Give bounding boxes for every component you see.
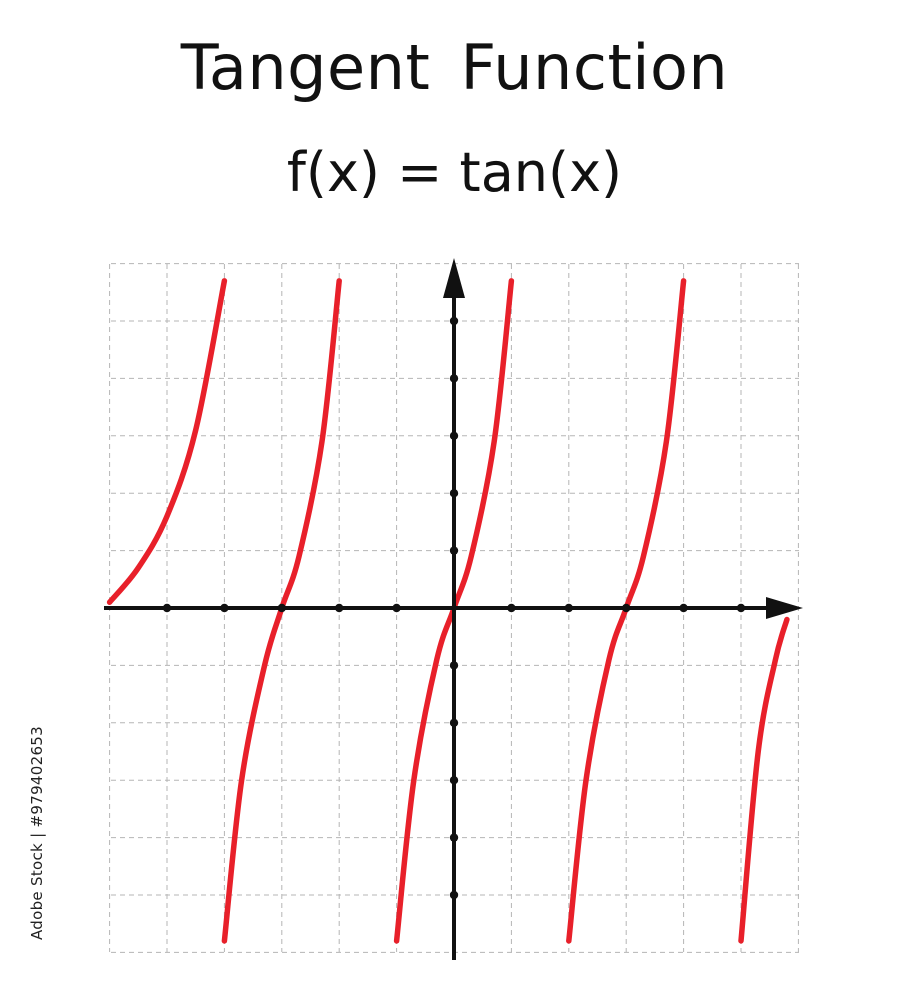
y-tick xyxy=(449,316,459,326)
x-tick xyxy=(622,603,631,613)
x-tick xyxy=(335,603,344,613)
axes xyxy=(104,258,803,960)
y-tick xyxy=(449,374,459,383)
x-tick xyxy=(564,603,573,613)
chart-title: Tangent Function xyxy=(180,31,729,104)
y-tick xyxy=(449,718,459,727)
y-tick xyxy=(449,890,459,900)
chart-formula: f(x) = tan(x) xyxy=(286,141,623,204)
y-tick xyxy=(449,546,459,555)
x-tick xyxy=(277,603,286,613)
tan-curve-branch-5 xyxy=(738,616,790,944)
x-tick xyxy=(679,603,688,613)
watermark-text: Adobe Stock | #979402653 xyxy=(28,726,46,940)
y-axis-arrow-icon xyxy=(443,258,465,298)
y-tick xyxy=(449,431,459,440)
x-axis-arrow-icon xyxy=(766,597,803,619)
tan-curve-branch-1 xyxy=(106,278,228,606)
y-tick xyxy=(449,833,459,842)
y-tick xyxy=(449,489,459,498)
x-tick xyxy=(220,603,229,613)
x-tick xyxy=(736,603,746,613)
y-tick xyxy=(449,661,459,670)
x-tick xyxy=(507,603,516,613)
x-tick xyxy=(392,603,401,613)
y-tick xyxy=(449,776,459,785)
watermark: Adobe Stock | #979402653 xyxy=(14,726,46,940)
x-tick xyxy=(162,603,172,613)
